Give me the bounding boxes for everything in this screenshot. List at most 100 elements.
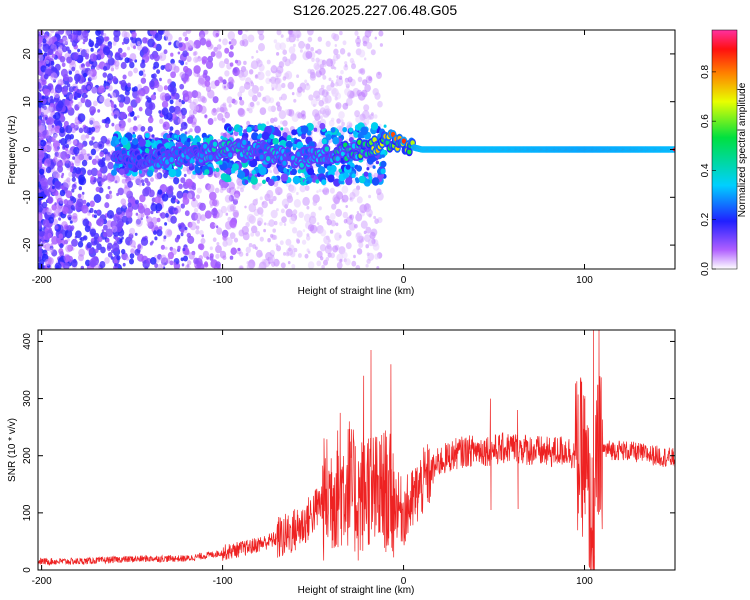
spectrogram-blob [44, 116, 48, 120]
spectrogram-blob [261, 200, 268, 209]
spectrogram-blob [342, 40, 347, 46]
spectrogram-blob [341, 251, 348, 259]
spectrogram-ridge [242, 139, 247, 145]
spectrogram-blob [130, 248, 135, 254]
snr-x-label: Height of straight line (km) [298, 585, 415, 596]
spectrogram-blob [38, 192, 44, 201]
spectrogram-blob [245, 221, 250, 228]
spectrogram-blob [269, 170, 273, 174]
spectrogram-blob [169, 86, 177, 95]
spectrogram-blob [103, 36, 109, 42]
spectrogram-blob [309, 73, 316, 81]
spectrogram-blob [124, 184, 128, 189]
spectrogram-blob [226, 96, 233, 104]
spectrogram-blob [238, 182, 242, 186]
spectrogram-blob [216, 107, 221, 113]
spectrogram-blob [59, 251, 65, 257]
spectrogram-blob [170, 52, 174, 57]
spectrogram-blob [249, 69, 254, 75]
spectrogram-blob [273, 176, 278, 182]
spectrogram-blob [165, 228, 173, 238]
spectrogram-blob [322, 75, 327, 80]
spectrogram-blob [163, 85, 168, 91]
spectrogram-blob [255, 50, 259, 54]
spectrogram-blob [380, 168, 386, 175]
spectrogram-blob [237, 91, 243, 98]
spectrogram-blob [68, 70, 73, 75]
spectrogram-blob [308, 215, 317, 225]
spectrogram-blob [383, 124, 387, 128]
spectrogram-blob [129, 253, 135, 259]
spectrogram-blob [89, 258, 97, 268]
spectrogram-blob [146, 216, 153, 224]
spectrogram-blob [129, 227, 136, 235]
spectrogram-blob [123, 186, 131, 195]
spectrogram-blob [183, 173, 187, 178]
spectrogram-blob [193, 56, 199, 63]
spectrogram-blob [306, 248, 310, 252]
spectrogram-blob [259, 236, 264, 242]
spectrogram-blob [270, 209, 278, 219]
spectrogram-blob [90, 167, 98, 177]
spectrogram-blob [251, 94, 258, 102]
spectrogram-blob [347, 52, 351, 57]
spectrogram-blob [50, 72, 58, 82]
spectrogram-blob [317, 166, 326, 175]
spectrogram-blob [163, 123, 167, 128]
spectrogram-blob [146, 258, 152, 265]
spectrogram-blob [207, 183, 215, 193]
spectrogram-blob [164, 213, 169, 218]
spectrogram-blob [85, 259, 91, 267]
spectrogram-blob [89, 53, 97, 62]
spectrogram-blob [106, 116, 110, 122]
spectrogram-blob [196, 194, 200, 200]
spectrogram-blob [218, 60, 225, 69]
spectrogram-blob [150, 210, 154, 215]
spectrogram-blob [156, 69, 161, 74]
spectrogram-blob [48, 48, 54, 56]
spectrogram-blob [184, 210, 190, 217]
spectrogram-blob [133, 45, 136, 50]
spectrogram-blob [119, 239, 123, 243]
spectrogram-blob [101, 119, 105, 124]
spectrogram-blob [292, 209, 298, 215]
spectrogram-blob [71, 238, 78, 247]
spectrogram-blob [288, 46, 296, 54]
colorbar-tick-label: 0.8 [700, 64, 711, 78]
spectrogram-blob [315, 57, 320, 63]
spectrogram-blob [125, 209, 133, 219]
spectrogram-blob [116, 167, 120, 172]
spectrogram-blob [70, 205, 75, 210]
spectrogram-blob [89, 106, 96, 115]
snr-frame [37, 329, 676, 571]
spectrogram-blob [156, 217, 161, 223]
spectrogram-blob [289, 36, 294, 42]
spectrogram-blob [345, 177, 353, 186]
spectrogram-blob [189, 128, 193, 133]
colorbar-tick-label: 0.0 [700, 262, 711, 276]
spectrogram-blob [43, 158, 51, 167]
spectrogram-blob [105, 156, 111, 163]
spectrogram-blob [51, 236, 59, 245]
spectrogram-blob [285, 70, 293, 80]
spectrogram-blob [348, 127, 353, 133]
spectrogram-blob [291, 92, 295, 96]
spectrogram-blob [140, 179, 145, 184]
spectrogram-blob [127, 180, 133, 188]
spectrogram-blob [329, 229, 334, 234]
spectrogram-blob [328, 119, 335, 127]
spectrogram-blob [182, 247, 186, 252]
spectrogram-blob [339, 48, 346, 55]
spectrogram-blob [120, 61, 127, 70]
spectrogram-blob [68, 34, 73, 40]
snr-line [38, 330, 675, 570]
spectrogram-blob [154, 196, 161, 204]
spectrogram-blob [305, 50, 313, 60]
spectrogram-blob [286, 135, 292, 141]
spectrogram-blob [82, 235, 88, 241]
spectrogram-blob [38, 53, 44, 62]
spectrogram-blob [212, 107, 217, 113]
spectrogram-blob [137, 202, 144, 211]
spectrogram-blob [261, 131, 270, 141]
